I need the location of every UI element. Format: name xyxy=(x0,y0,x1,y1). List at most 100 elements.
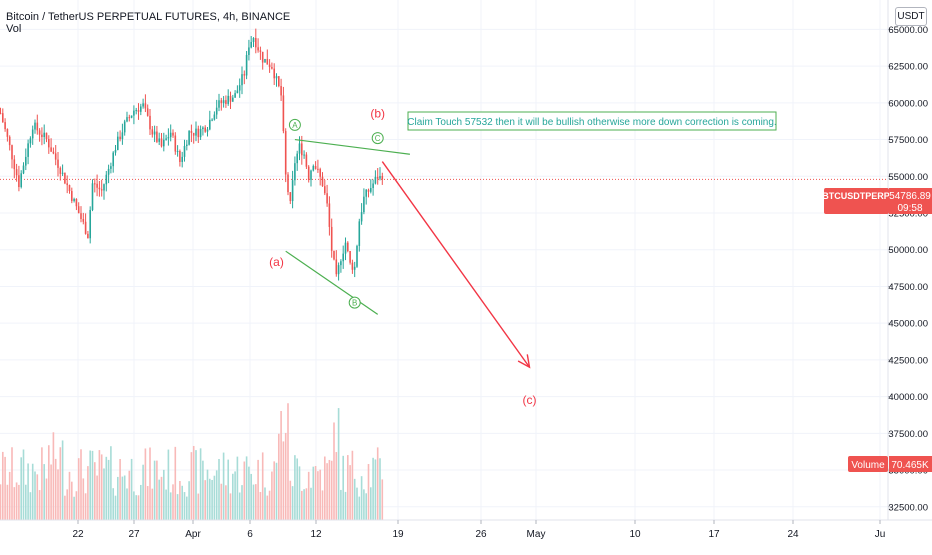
volume-bar xyxy=(303,489,305,520)
volume-bar xyxy=(250,473,253,520)
candle-body xyxy=(319,169,322,177)
candle-body xyxy=(1,113,4,123)
candle-body xyxy=(112,152,115,167)
candle-body xyxy=(363,196,365,213)
volume-bar xyxy=(24,484,27,520)
volume-bar xyxy=(103,468,105,520)
candle-body xyxy=(275,76,278,79)
volume-bar xyxy=(204,480,207,520)
drawing-layer: (a) (b) (c) A B C xyxy=(269,107,536,407)
volume-bar xyxy=(146,486,149,520)
volume-bar xyxy=(326,463,328,520)
y-tick-label: 62500.00 xyxy=(888,62,928,73)
volume-bar xyxy=(112,488,115,520)
candle-body xyxy=(100,189,103,191)
candle-body xyxy=(374,176,377,184)
volume-bar xyxy=(381,479,384,520)
candle-body xyxy=(222,100,225,104)
candle-body xyxy=(183,146,186,157)
volume-bar xyxy=(376,447,379,520)
x-tick-label: 6 xyxy=(247,529,253,540)
candle-body xyxy=(245,54,248,76)
wave-circle xyxy=(371,132,384,145)
volume-bar xyxy=(264,487,266,520)
candle-body xyxy=(277,76,280,87)
volume-bar xyxy=(266,495,269,520)
candle-body xyxy=(303,154,305,156)
volume-bar xyxy=(379,458,381,520)
volume-bar xyxy=(18,484,20,520)
candle-body xyxy=(310,170,312,180)
candle-body xyxy=(259,50,262,52)
candle-body xyxy=(238,85,241,91)
projection-arrowhead xyxy=(517,354,531,369)
volume-bar xyxy=(188,481,190,520)
x-tick-label: May xyxy=(527,529,546,540)
candle-body xyxy=(227,95,230,104)
currency-button[interactable]: USDT xyxy=(895,7,927,26)
candle-body xyxy=(204,127,207,132)
candle-body xyxy=(266,59,269,65)
volume-bar xyxy=(291,486,294,520)
volume-bar xyxy=(144,448,147,520)
x-tick-label: Ju xyxy=(875,529,886,540)
volume-bar xyxy=(57,469,59,520)
candle-body xyxy=(261,51,264,63)
candle-body xyxy=(300,143,303,156)
volume-bar xyxy=(15,482,18,520)
candle-body xyxy=(73,198,75,201)
annotation-callout[interactable]: Claim Touch 57532 then it will be bullis… xyxy=(407,111,777,131)
volume-bar xyxy=(314,465,317,520)
candle-body xyxy=(142,103,144,107)
candle-body xyxy=(50,147,52,152)
volume-bar xyxy=(225,485,227,520)
candle-body xyxy=(38,130,41,135)
volume-bar xyxy=(11,447,13,520)
candle-body xyxy=(6,129,9,137)
volume-bar xyxy=(105,456,108,520)
candle-body xyxy=(202,127,204,130)
candle-body xyxy=(84,221,87,234)
volume-bar xyxy=(1,451,4,520)
volume-bar xyxy=(220,483,223,520)
candle-body xyxy=(328,203,331,227)
x-tick-label: 17 xyxy=(708,529,720,540)
volume-bar xyxy=(358,496,361,520)
volume-bar xyxy=(151,488,154,520)
y-tick-label: 47500.00 xyxy=(888,282,928,293)
candle-body xyxy=(379,176,381,179)
volume-bar xyxy=(50,464,52,520)
volume-bar xyxy=(169,492,172,520)
volume-bar xyxy=(36,474,39,520)
candle-body xyxy=(110,166,112,169)
candle-body xyxy=(225,100,227,104)
volume-bar xyxy=(66,489,69,520)
candle-body xyxy=(27,143,29,157)
candle-body xyxy=(123,121,126,133)
candle-body xyxy=(133,110,135,116)
volume-bar xyxy=(365,493,368,520)
candle-body xyxy=(66,183,69,186)
candle-body xyxy=(342,253,345,262)
y-tick-label: 32500.00 xyxy=(888,502,928,513)
volume-bar xyxy=(185,496,188,520)
volume-bar xyxy=(31,463,34,520)
indicator-label: Vol xyxy=(6,23,22,35)
candle-body xyxy=(294,163,296,181)
volume-bar xyxy=(183,492,186,520)
y-tick-label: 50000.00 xyxy=(888,245,928,256)
candle-body xyxy=(333,250,335,260)
candle-body xyxy=(199,129,202,138)
volume-bar xyxy=(280,410,282,520)
volume-bar xyxy=(27,463,29,520)
candle-body xyxy=(98,187,101,190)
volume-badge-value: 70.465K xyxy=(891,460,929,471)
volume-bar xyxy=(254,484,257,520)
y-tick-label: 55000.00 xyxy=(888,172,928,183)
candle-body xyxy=(252,37,255,42)
candle-body xyxy=(330,226,333,251)
volume-bar xyxy=(107,459,110,520)
volume-bar xyxy=(197,493,200,520)
